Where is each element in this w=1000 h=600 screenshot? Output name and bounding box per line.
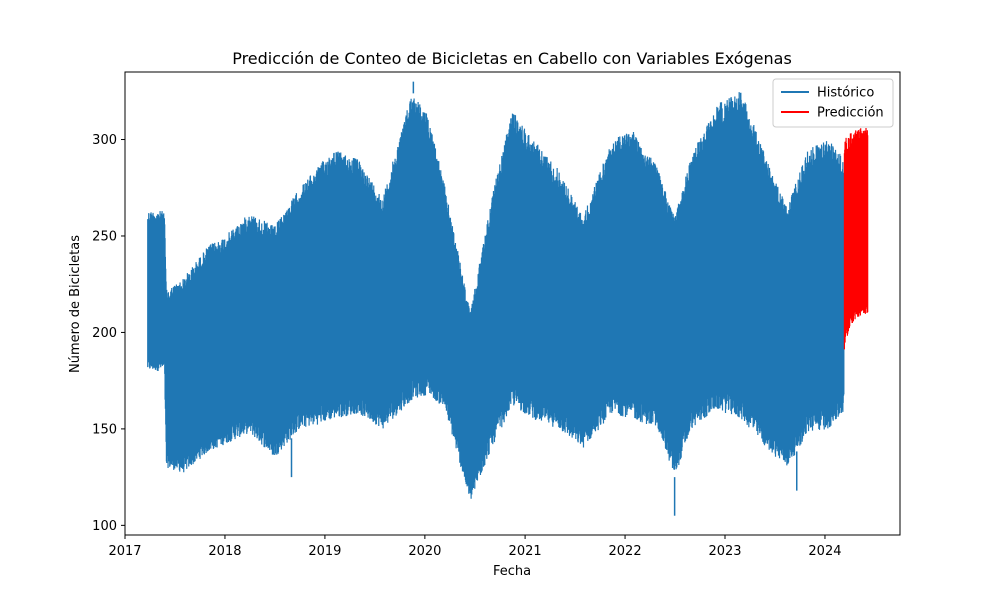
y-tick-label-3: 250 [92, 229, 117, 244]
x-axis: 2017 2018 2019 2020 2021 2022 2023 2024 [108, 535, 842, 559]
y-axis: 100 150 200 250 300 [92, 133, 125, 534]
axes-frame [124, 71, 901, 536]
y-tick-label-1: 150 [92, 422, 117, 437]
x-tick-label-6: 2023 [708, 544, 741, 559]
x-axis-label: Fecha [493, 564, 531, 579]
x-tick-label-0: 2017 [108, 544, 141, 559]
legend-label-0: Histórico [817, 86, 874, 101]
plot-area [147, 81, 869, 516]
series-line-1 [843, 127, 869, 350]
y-tick-label-0: 100 [92, 519, 117, 534]
legend: Histórico Predicción [772, 78, 894, 128]
x-tick-label-2: 2019 [308, 544, 341, 559]
chart-title: Predicción de Conteo de Bicicletas en Ca… [232, 49, 792, 68]
x-tick-label-4: 2021 [509, 544, 542, 559]
x-tick-label-7: 2024 [808, 544, 841, 559]
series-line-0 [147, 92, 845, 499]
x-tick-label-5: 2022 [609, 544, 642, 559]
legend-label-1: Predicción [817, 106, 884, 121]
y-tick-label-4: 300 [92, 133, 117, 148]
x-tick-label-3: 2020 [408, 544, 441, 559]
y-tick-label-2: 200 [92, 326, 117, 341]
x-tick-label-1: 2018 [208, 544, 241, 559]
y-axis-label: Número de Bicicletas [68, 235, 83, 373]
